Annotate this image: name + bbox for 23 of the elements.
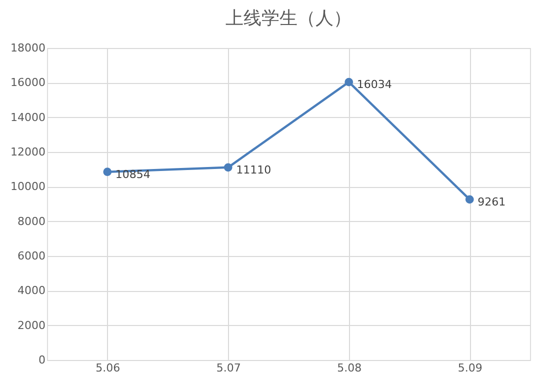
y-tick-label: 16000	[10, 76, 46, 90]
x-tick-label: 5.08	[337, 362, 362, 374]
y-tick-label: 0	[38, 354, 46, 366]
y-tick-label: 2000	[18, 318, 46, 332]
x-tick-label: 5.07	[216, 362, 241, 374]
point	[224, 163, 232, 172]
point	[344, 78, 354, 86]
x-tick-label: 5.09	[458, 362, 482, 374]
y-tick-label: 10000	[10, 180, 46, 194]
chart-title: 上线学生（人）	[226, 8, 352, 29]
y-tick-label: 4000	[18, 284, 46, 298]
y-tick-label: 12000	[10, 146, 46, 158]
data-label: 9261	[478, 195, 506, 208]
y-tick-label: 8000	[18, 214, 46, 228]
data-label: 11110	[236, 163, 272, 176]
point	[103, 168, 112, 176]
point	[465, 195, 474, 204]
y-tick-label: 6000	[18, 250, 46, 262]
data-label: 16034	[356, 78, 392, 92]
y-tick-label: 18000	[10, 42, 46, 54]
x-tick-label: 5.06	[96, 362, 120, 374]
y-tick-label: 14000	[10, 110, 46, 124]
data-label: 10854	[115, 168, 150, 181]
